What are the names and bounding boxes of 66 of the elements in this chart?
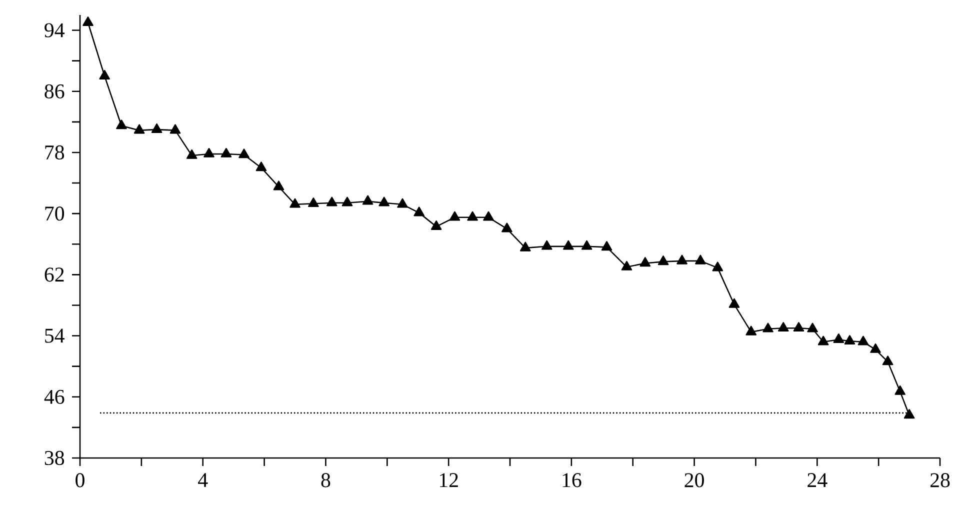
point xyxy=(695,254,706,264)
y-tick-label: 38 xyxy=(44,450,64,466)
point xyxy=(430,220,442,230)
point xyxy=(186,149,198,159)
point xyxy=(562,240,574,250)
point xyxy=(116,120,127,130)
x-tick-label: 20 xyxy=(684,473,704,488)
y-tick-label: 46 xyxy=(44,390,64,404)
y-tick-label: 78 xyxy=(45,145,64,160)
point xyxy=(170,124,181,134)
point xyxy=(904,409,915,419)
point xyxy=(882,356,894,366)
point xyxy=(541,240,552,250)
point xyxy=(467,211,478,221)
point xyxy=(273,180,284,190)
point xyxy=(778,322,789,332)
point xyxy=(290,198,300,208)
point xyxy=(728,298,740,308)
x-tick-label: 12 xyxy=(440,473,458,488)
point xyxy=(238,148,250,158)
y-tick-label: 94 xyxy=(44,23,65,38)
point xyxy=(520,242,531,252)
point xyxy=(844,334,856,345)
point xyxy=(746,326,757,336)
point xyxy=(99,70,110,80)
point xyxy=(362,195,374,205)
point xyxy=(858,336,869,346)
point xyxy=(397,198,408,208)
point xyxy=(414,206,424,216)
point xyxy=(676,254,688,264)
y-tick-label: 86 xyxy=(44,84,64,98)
point xyxy=(658,256,669,266)
point xyxy=(151,123,162,133)
y-tick-label: 70 xyxy=(45,206,64,221)
y-tick-label: 54 xyxy=(45,328,65,343)
x-tick-label: 0 xyxy=(76,473,84,488)
point xyxy=(308,198,319,208)
point xyxy=(220,148,232,158)
point xyxy=(621,260,632,270)
point xyxy=(483,211,494,221)
point xyxy=(342,196,353,206)
x-tick-label: 8 xyxy=(321,473,330,488)
point xyxy=(581,240,592,250)
point xyxy=(134,124,145,134)
point xyxy=(601,241,612,251)
point xyxy=(378,196,390,206)
point xyxy=(712,262,724,272)
point xyxy=(870,343,881,353)
point xyxy=(256,162,267,172)
x-tick-label: 16 xyxy=(562,473,582,488)
x-tick-label: 24 xyxy=(808,473,828,488)
y-tick-label: 62 xyxy=(44,268,64,282)
point xyxy=(326,196,338,206)
point xyxy=(449,211,460,221)
point xyxy=(762,322,774,332)
point xyxy=(818,336,829,346)
point xyxy=(82,16,94,26)
point xyxy=(807,322,818,332)
point xyxy=(640,257,651,267)
point xyxy=(833,333,844,343)
point xyxy=(502,222,512,232)
point xyxy=(793,322,804,332)
x-tick-label: 4 xyxy=(198,473,208,487)
point xyxy=(204,148,214,158)
point xyxy=(894,385,906,395)
x-tick-label: 28 xyxy=(930,473,950,488)
